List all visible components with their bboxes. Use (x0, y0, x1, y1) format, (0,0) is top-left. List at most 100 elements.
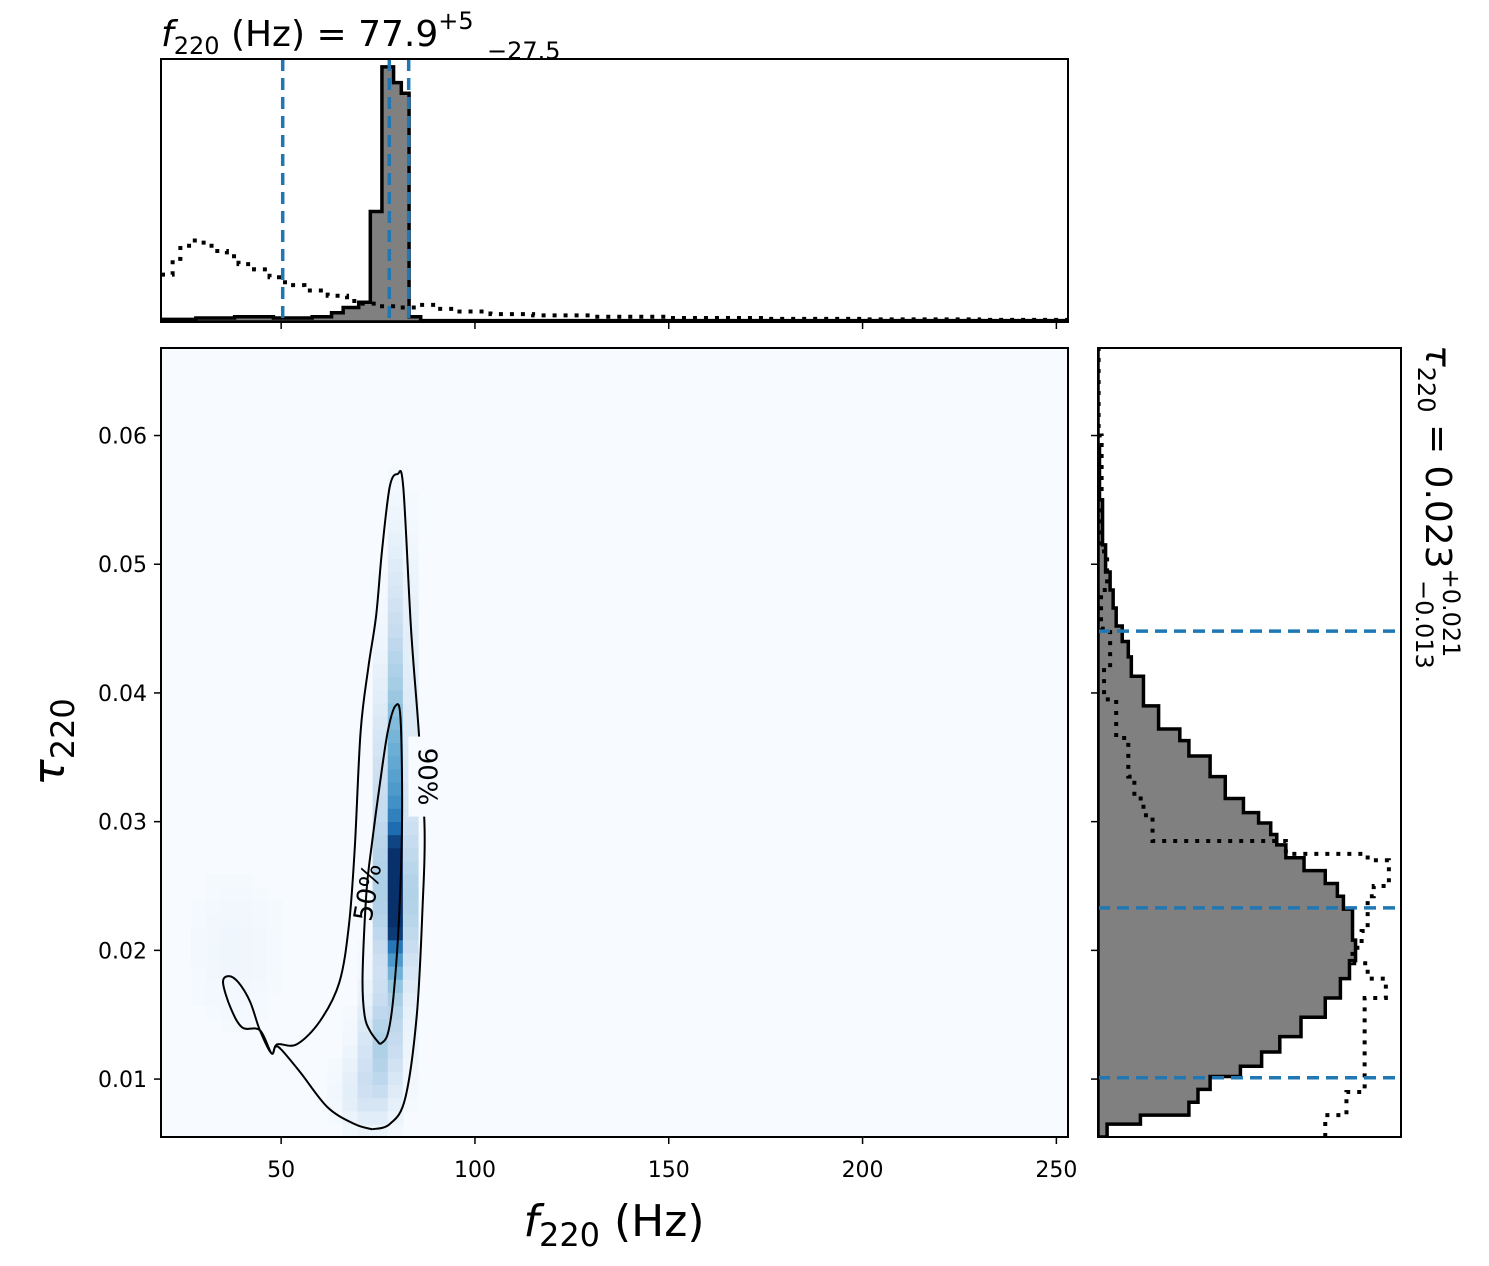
tau220-posterior-histogram (1098, 348, 1358, 1137)
main-x-tick-label-3: 200 (842, 1158, 884, 1183)
main-x-tick-label-1: 100 (454, 1158, 496, 1183)
heatmap-cell-174 (387, 584, 404, 599)
heatmap-cell-171 (387, 624, 404, 638)
heatmap-cell-11 (206, 966, 223, 980)
heatmap-cell-61 (327, 1097, 343, 1112)
heatmap-cell-26 (221, 926, 238, 941)
heatmap-cell-204 (402, 834, 419, 849)
heatmap-cell-54 (266, 966, 283, 980)
main-x-tick-label-2: 150 (648, 1158, 690, 1183)
heatmap-cell-199 (402, 900, 419, 915)
heatmap-cell-33 (236, 992, 253, 1007)
heatmap-cell-25 (221, 939, 238, 954)
heatmap-cell-55 (266, 952, 283, 967)
main-y-tick-label-5: 0.06 (98, 425, 147, 450)
heatmap-cell-38 (236, 926, 253, 941)
heatmap-cell-181 (387, 492, 404, 507)
heatmap-cell-28 (221, 900, 238, 915)
right-marginal-histogram (1091, 347, 1402, 1138)
heatmap-cell-24 (221, 952, 238, 967)
heatmap-cell-230 (402, 492, 419, 507)
main-y-tick-label-4: 0.05 (98, 553, 147, 578)
heatmap-cell-203 (402, 847, 419, 862)
main-x-tick-label-4: 250 (1035, 1158, 1077, 1183)
heatmap-cell-95 (372, 1058, 389, 1072)
main-y-tick-label-3: 0.04 (98, 682, 147, 707)
heatmap-cell-143 (387, 992, 404, 1007)
main-y-tick-label-2: 0.03 (98, 811, 147, 836)
heatmap-cell-122 (372, 703, 389, 717)
heatmap-cell-148 (387, 926, 404, 941)
heatmap-cell-205 (402, 821, 419, 836)
x-axis-label: f220 (Hz) (523, 1196, 704, 1254)
heatmap-cell-99 (372, 1005, 389, 1020)
heatmap-cell-130 (372, 597, 389, 612)
heatmap-cell-8 (206, 1005, 223, 1020)
heatmap-cell-168 (387, 663, 404, 678)
heatmap-cell-4 (191, 939, 207, 954)
heatmap-cell-161 (387, 755, 404, 770)
heatmap-cell-92 (372, 1097, 389, 1112)
heatmap-cell-188 (402, 1044, 419, 1059)
main-y-ticks: 0.01 0.02 0.03 0.04 0.05 0.06 (98, 425, 161, 1093)
heatmap-cell-139 (387, 1044, 404, 1059)
heatmap-cell-71 (342, 1044, 359, 1059)
heatmap-cell-91 (372, 1110, 389, 1125)
heatmap-cell-184 (402, 1097, 419, 1112)
heatmap-cell-155 (387, 834, 404, 849)
heatmap-cell-9 (206, 992, 223, 1007)
heatmap-cell-45 (251, 979, 268, 993)
heatmap-cell-144 (387, 979, 404, 993)
heatmap-cell-197 (402, 926, 419, 941)
heatmap-cell-192 (402, 992, 419, 1007)
heatmap-cell-147 (387, 939, 404, 954)
right-marginal-title: τ220 = 0.023+0.021−0.013 (1410, 345, 1465, 669)
heatmap-cell-116 (372, 781, 389, 796)
contour-90-label: 90% (408, 736, 445, 817)
heatmap-cell-140 (387, 1031, 404, 1046)
heatmap-cell-89 (357, 939, 374, 954)
heatmap-cell-60 (327, 1110, 343, 1125)
heatmap-cell-72 (342, 1031, 359, 1046)
heatmap-cell-138 (387, 1058, 404, 1072)
heatmap-cell-59 (266, 900, 283, 915)
f220-quantile-lines (280, 59, 411, 322)
heatmap-cell-170 (387, 637, 404, 652)
heatmap-cell-183 (387, 466, 404, 481)
heatmap-cell-133 (387, 1123, 404, 1137)
heatmap-cell-191 (402, 1005, 419, 1020)
heatmap-cell-163 (387, 729, 404, 744)
tau220-quantile-lines (1098, 629, 1401, 1080)
heatmap-cell-202 (402, 860, 419, 875)
heatmap-cell-52 (251, 887, 268, 901)
heatmap-cell-176 (387, 558, 404, 573)
heatmap-cell-46 (251, 966, 268, 980)
heatmap-cell-189 (402, 1031, 419, 1046)
heatmap-cell-217 (402, 663, 419, 678)
heatmap-cell-162 (387, 742, 404, 757)
heatmap-cell-115 (372, 795, 389, 809)
heatmap-cell-56 (266, 939, 283, 954)
heatmap-cell-131 (372, 584, 389, 599)
heatmap-background (161, 348, 1068, 1137)
heatmap-cell-112 (372, 834, 389, 849)
heatmap-cell-68 (342, 1084, 359, 1099)
heatmap-cell-76 (357, 1110, 374, 1125)
heatmap-cell-3 (191, 952, 207, 967)
heatmap-cell-193 (402, 979, 419, 993)
heatmap-cell-2 (191, 966, 207, 980)
heatmap-cell-157 (387, 808, 404, 822)
heatmap-cell-180 (387, 505, 404, 520)
heatmap-cell-182 (387, 479, 404, 494)
heatmap-cell-167 (387, 676, 404, 691)
heatmap-cell-150 (387, 900, 404, 915)
heatmap-cell-136 (387, 1084, 404, 1099)
heatmap-cell-229 (402, 505, 419, 520)
y-axis-label: τ220 (24, 698, 82, 786)
heatmap-cell-173 (387, 597, 404, 612)
heatmap-cell-78 (357, 1084, 374, 1099)
heatmap-cell-34 (236, 979, 253, 993)
heatmap-cell-214 (402, 703, 419, 717)
heatmap-cell-30 (221, 874, 238, 888)
